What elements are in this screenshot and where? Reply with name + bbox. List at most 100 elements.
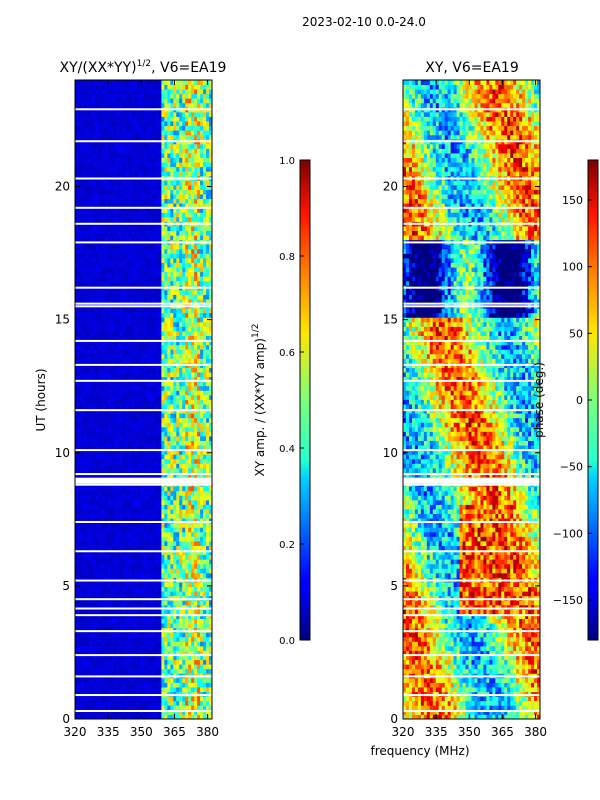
heatmap-cell: [107, 545, 112, 551]
heatmap-cell: [110, 280, 115, 286]
heatmap-cell: [182, 655, 186, 661]
heatmap-cell: [140, 709, 144, 715]
heatmap-cell: [119, 436, 124, 441]
heatmap-cell: [137, 600, 141, 606]
heatmap-cell: [140, 618, 144, 624]
heatmap-cell: [104, 436, 109, 441]
heatmap-cell: [98, 308, 103, 314]
heatmap-cell: [86, 394, 91, 400]
heatmap-cell: [173, 422, 177, 428]
heatmap-cell: [116, 422, 121, 428]
heatmap-cell: [167, 536, 171, 542]
heatmap-cell: [188, 618, 192, 624]
heatmap-cell: [89, 248, 94, 254]
heatmap-cell: [149, 614, 153, 619]
heatmap-cell: [101, 609, 106, 615]
heatmap-cell: [101, 545, 106, 551]
heatmap-cell: [86, 262, 91, 268]
heatmap-cell: [149, 276, 153, 282]
heatmap-cell: [143, 367, 147, 373]
heatmap-cell: [122, 486, 127, 492]
heatmap-cell: [209, 559, 213, 565]
heatmap-cell: [161, 271, 165, 277]
heatmap-cell: [86, 381, 91, 387]
heatmap-cell: [131, 413, 135, 419]
heatmap-cell: [206, 572, 210, 578]
heatmap-cell: [176, 276, 180, 282]
heatmap-cell: [206, 559, 210, 565]
heatmap-cell: [152, 486, 156, 492]
heatmap-cell: [95, 426, 100, 432]
heatmap-cell: [137, 390, 141, 396]
heatmap-cell: [203, 572, 207, 578]
heatmap-cell: [197, 299, 201, 305]
heatmap-cell: [182, 563, 186, 569]
heatmap-cell: [131, 248, 135, 254]
heatmap-cell: [188, 413, 192, 419]
heatmap-cell: [104, 258, 109, 263]
heatmap-cell: [113, 422, 118, 428]
heatmap-cell: [167, 244, 171, 250]
heatmap-cell: [173, 623, 177, 629]
heatmap-cell: [95, 540, 100, 546]
heatmap-cell: [149, 271, 153, 277]
heatmap-cell: [89, 527, 94, 533]
heatmap-cell: [104, 645, 109, 651]
heatmap-cell: [176, 664, 180, 670]
panel-left-title-suffix: , V6=EA19: [151, 60, 226, 76]
heatmap-cell: [170, 664, 174, 670]
heatmap-cell: [146, 509, 150, 514]
heatmap-cell: [128, 591, 132, 597]
heatmap-cell: [188, 700, 192, 706]
heatmap-cell: [86, 600, 91, 606]
heatmap-cell: [155, 467, 159, 473]
heatmap-cell: [104, 458, 109, 464]
heatmap-cell: [98, 668, 103, 674]
heatmap-cell: [131, 568, 135, 574]
heatmap-cell: [206, 659, 210, 665]
heatmap-cell: [143, 554, 147, 560]
heatmap-cell: [155, 618, 159, 624]
heatmap-cell: [137, 527, 141, 533]
heatmap-cell: [182, 527, 186, 533]
heatmap-cell: [104, 230, 109, 236]
heatmap-cell: [161, 394, 165, 400]
heatmap-cell: [131, 554, 135, 560]
heatmap-cell: [170, 700, 174, 706]
heatmap-cell: [206, 636, 210, 642]
heatmap-cell: [137, 226, 141, 232]
heatmap-cell: [119, 709, 124, 715]
heatmap-cell: [137, 308, 141, 314]
heatmap-cell: [170, 445, 174, 451]
heatmap-cell: [89, 687, 94, 693]
heatmap-cell: [95, 271, 100, 277]
heatmap-cell: [131, 226, 135, 232]
heatmap-cell: [113, 308, 118, 314]
heatmap-cell: [188, 550, 192, 556]
heatmap-cell: [197, 372, 201, 378]
heatmap-cell: [143, 486, 147, 492]
heatmap-cell: [131, 317, 135, 323]
heatmap-cell: [152, 413, 156, 419]
heatmap-cell: [134, 650, 138, 656]
heatmap-cell: [107, 372, 112, 378]
heatmap-cell: [200, 677, 204, 683]
heatmap-cell: [128, 659, 132, 665]
heatmap-cell: [77, 299, 82, 305]
heatmap-cell: [182, 381, 186, 387]
heatmap-cell: [75, 614, 79, 619]
heatmap-cell: [167, 458, 171, 464]
heatmap-cell: [119, 244, 124, 250]
heatmap-cell: [131, 659, 135, 665]
heatmap-cell: [77, 248, 82, 254]
heatmap-cell: [197, 518, 201, 524]
heatmap-cell: [191, 545, 195, 551]
heatmap-cell: [182, 253, 186, 259]
heatmap-cell: [152, 705, 156, 711]
heatmap-cell: [161, 623, 165, 629]
heatmap-cell: [119, 687, 124, 693]
heatmap-cell: [155, 486, 159, 492]
heatmap-cell: [158, 381, 162, 387]
heatmap-cell: [122, 358, 127, 364]
heatmap-cell: [164, 623, 168, 629]
